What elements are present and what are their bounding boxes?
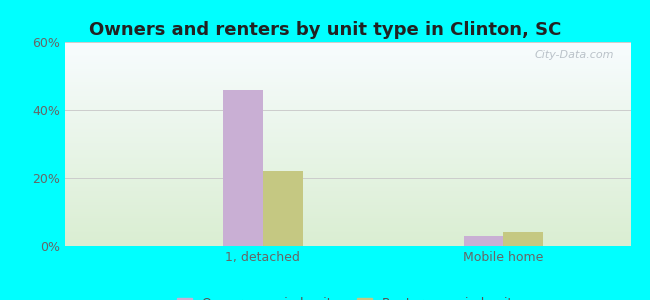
Text: Owners and renters by unit type in Clinton, SC: Owners and renters by unit type in Clint… xyxy=(89,21,561,39)
Bar xyxy=(463,236,503,246)
Bar xyxy=(263,171,302,246)
Bar xyxy=(503,232,543,246)
Legend: Owner occupied units, Renter occupied units: Owner occupied units, Renter occupied un… xyxy=(177,297,519,300)
Text: City-Data.com: City-Data.com xyxy=(534,50,614,60)
Bar xyxy=(224,90,263,246)
